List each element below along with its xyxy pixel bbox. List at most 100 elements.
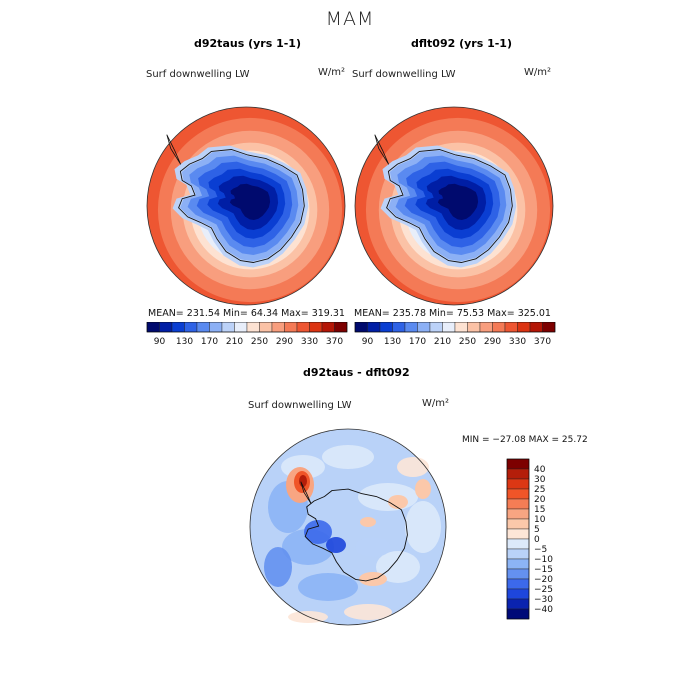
diff-anomaly-patch	[322, 445, 374, 469]
diff-panel-title: d92taus - dflt092	[303, 366, 410, 379]
diff-anomaly-patch	[376, 551, 420, 583]
colorbar-tick-label: 250	[251, 337, 268, 347]
diff-colorbar-frame	[506, 458, 530, 620]
peninsula-coastline	[374, 134, 390, 165]
map-border	[249, 428, 447, 626]
diff-colorbar-swatch	[506, 458, 530, 470]
colorbar-swatch	[209, 322, 223, 333]
colorbar-tick-label: 370	[534, 337, 551, 347]
colorbar-tick-label: 130	[176, 337, 193, 347]
diff-colorbar-swatch	[506, 548, 530, 560]
colorbar-swatch	[296, 322, 310, 333]
ice-level-6	[229, 183, 271, 220]
diff-colorbar-swatch	[506, 488, 530, 500]
diff-anomaly-patch	[405, 501, 441, 553]
map-border	[354, 106, 554, 306]
colorbar-tick-label: 170	[201, 337, 218, 347]
peninsula-coastline	[166, 134, 182, 165]
diff-colorbar-tick-label: 30	[534, 475, 546, 485]
diff-map	[249, 428, 447, 626]
diff-colorbar-tick-label: −40	[534, 605, 553, 615]
colorbar-swatch	[404, 322, 418, 333]
diff-colorbar-swatch	[506, 528, 530, 540]
diff-colorbar-swatch	[506, 608, 530, 620]
diff-anomaly-patch	[358, 483, 418, 511]
right-units-label: W/m²	[524, 67, 552, 78]
diff-colorbar-tick-label: 5	[534, 525, 540, 535]
diff-colorbar-swatch	[506, 518, 530, 530]
diff-anomaly-patch	[264, 547, 292, 587]
colorbar-tick-label: 330	[301, 337, 318, 347]
diff-colorbar-swatch	[506, 568, 530, 580]
colorbar-swatch	[479, 322, 493, 333]
colorbar-swatch	[259, 322, 273, 333]
colorbar-swatch	[184, 322, 198, 333]
colorbar-swatch	[529, 322, 543, 333]
diff-warm-patch	[388, 495, 408, 509]
season-title: MAM	[325, 8, 375, 30]
right-panel-title: dflt092 (yrs 1-1)	[411, 37, 512, 50]
colorbar-swatch	[492, 322, 506, 333]
colorbar-swatch	[379, 322, 393, 333]
colorbar-tick-label: 130	[384, 337, 401, 347]
diff-warm-patch	[299, 475, 307, 487]
diff-anomaly-patch	[304, 520, 332, 544]
colorbar-swatch	[271, 322, 285, 333]
colorbar-tick-label: 290	[276, 337, 293, 347]
colorbar-swatch	[309, 322, 323, 333]
diff-colorbar-tick-label: 25	[534, 485, 545, 495]
diff-colorbar-tick-label: −10	[534, 555, 553, 565]
left-units-label: W/m²	[318, 67, 346, 78]
left-map	[146, 106, 346, 306]
colorbar-tick-label: 330	[509, 337, 526, 347]
colorbar-tick-label: 370	[326, 337, 343, 347]
diff-colorbar-tick-label: 0	[534, 535, 540, 545]
diff-colorbar-tick-label: −30	[534, 595, 553, 605]
diff-variable-label: Surf downwelling LW	[248, 400, 352, 411]
peninsula-coastline	[300, 481, 312, 505]
diff-colorbar-swatch	[506, 508, 530, 520]
diff-anomaly-patch	[326, 537, 346, 553]
diff-colorbar-swatch	[506, 538, 530, 550]
diff-units-label: W/m²	[422, 398, 450, 409]
right-variable-label: Surf downwelling LW	[352, 69, 456, 80]
left-panel-title: d92taus (yrs 1-1)	[194, 37, 301, 50]
left-variable-label: Surf downwelling LW	[146, 69, 250, 80]
diff-anomaly-patch	[397, 457, 429, 477]
diff-colorbar-swatch	[506, 588, 530, 600]
colorbar-swatch	[221, 322, 235, 333]
diff-anomaly-patch	[355, 537, 391, 557]
right-stats: MEAN= 235.78 Min= 75.53 Max= 325.01	[354, 308, 551, 319]
map-border	[146, 106, 346, 306]
diff-anomaly-patch	[344, 604, 392, 620]
ice-level-6	[437, 183, 479, 220]
colorbar-swatch	[146, 322, 160, 333]
diff-colorbar-tick-label: 40	[534, 465, 546, 475]
antarctica-coastline	[386, 149, 513, 263]
colorbar-tick-label: 290	[484, 337, 501, 347]
diff-colorbar-swatch	[506, 478, 530, 490]
diff-warm-patch	[415, 479, 431, 499]
diff-warm-patch	[360, 517, 376, 527]
colorbar-tick-label: 250	[459, 337, 476, 347]
diff-colorbar-swatch	[506, 558, 530, 570]
colorbar-swatch	[517, 322, 531, 333]
colorbar-swatch	[321, 322, 335, 333]
left-stats: MEAN= 231.54 Min= 64.34 Max= 319.31	[148, 308, 345, 319]
colorbar-swatch	[196, 322, 210, 333]
left-colorbar: 90 130 170 210 250 290 330 370	[146, 322, 348, 347]
colorbar-swatch	[417, 322, 431, 333]
colorbar-tick-label: 90	[154, 337, 166, 347]
colorbar-swatch	[367, 322, 381, 333]
colorbar-frame	[146, 322, 348, 333]
diff-colorbar-swatch	[506, 578, 530, 590]
colorbar-swatch	[454, 322, 468, 333]
diff-colorbar-tick-label: 20	[534, 495, 546, 505]
right-map	[354, 106, 554, 306]
colorbar-swatch	[246, 322, 260, 333]
colorbar-swatch	[467, 322, 481, 333]
right-colorbar: 90 130 170 210 250 290 330 370	[354, 322, 556, 347]
diff-colorbar-tick-label: −20	[534, 575, 553, 585]
colorbar-swatch	[334, 322, 348, 333]
